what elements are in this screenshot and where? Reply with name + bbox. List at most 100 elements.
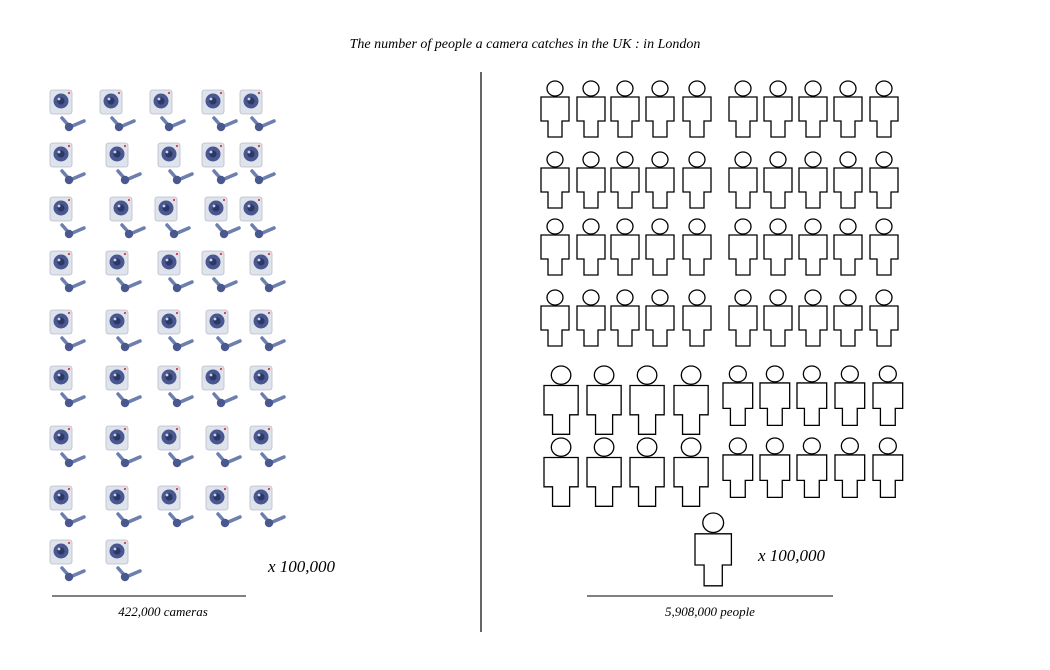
cctv-camera-icon [109, 196, 146, 239]
person-icon [629, 365, 665, 435]
cctv-camera-icon [157, 250, 194, 293]
cctv-camera-icon [157, 365, 194, 408]
cctv-camera-icon [154, 196, 191, 239]
person-icon [540, 218, 570, 276]
cctv-camera-icon [157, 142, 194, 185]
person-icon [682, 289, 712, 347]
cctv-camera-icon [249, 250, 286, 293]
cctv-camera-icon [49, 250, 86, 293]
cctv-camera-icon [149, 89, 186, 132]
person-icon [586, 365, 622, 435]
cctv-camera-icon [49, 89, 86, 132]
person-icon [645, 289, 675, 347]
person-icon [872, 365, 904, 427]
cctv-camera-icon [105, 485, 142, 528]
cctv-camera-icon [49, 539, 86, 582]
person-icon [869, 289, 899, 347]
person-icon [576, 151, 606, 209]
person-icon [610, 80, 640, 138]
person-icon [798, 151, 828, 209]
person-icon [610, 218, 640, 276]
person-icon [722, 437, 754, 499]
person-icon [796, 365, 828, 427]
person-icon [763, 80, 793, 138]
person-icon [645, 151, 675, 209]
cctv-camera-icon [49, 309, 86, 352]
person-icon [645, 218, 675, 276]
person-icon [540, 289, 570, 347]
camera-multiplier-label: x 100,000 [268, 557, 336, 576]
cctv-camera-icon [49, 485, 86, 528]
person-icon [833, 218, 863, 276]
cctv-camera-icon [157, 309, 194, 352]
cctv-camera-icon [204, 196, 241, 239]
person-icon [629, 437, 665, 507]
unit-person-icon [694, 512, 733, 587]
person-icon [834, 365, 866, 427]
cctv-camera-icon [105, 142, 142, 185]
cctv-camera-icon [49, 196, 86, 239]
person-icon [543, 365, 579, 435]
person-icon [869, 151, 899, 209]
person-icon [586, 437, 622, 507]
person-icon [759, 365, 791, 427]
person-icon [833, 289, 863, 347]
person-icon [610, 289, 640, 347]
person-icon [728, 218, 758, 276]
cctv-camera-icon [99, 89, 136, 132]
person-icon [728, 80, 758, 138]
person-icon [540, 151, 570, 209]
person-icon [540, 80, 570, 138]
person-icon [834, 437, 866, 499]
cctv-camera-icon [157, 485, 194, 528]
cctv-camera-icon [105, 309, 142, 352]
person-icon [576, 80, 606, 138]
person-icon [682, 80, 712, 138]
cctv-camera-icon [205, 309, 242, 352]
person-icon [610, 151, 640, 209]
person-icon [576, 289, 606, 347]
cctv-camera-icon [157, 425, 194, 468]
person-icon [833, 151, 863, 209]
cctv-camera-icon [205, 425, 242, 468]
person-icon [576, 218, 606, 276]
person-icon [763, 151, 793, 209]
person-icon [543, 437, 579, 507]
person-icon [798, 218, 828, 276]
cctv-camera-icon [249, 485, 286, 528]
cctv-camera-icon [201, 89, 238, 132]
cctv-camera-icon [49, 425, 86, 468]
cctv-camera-icon [105, 539, 142, 582]
person-icon [682, 151, 712, 209]
person-icon [798, 80, 828, 138]
person-icon [798, 289, 828, 347]
person-icon [763, 218, 793, 276]
camera-icons [49, 89, 286, 582]
cctv-camera-icon [239, 142, 276, 185]
cctv-camera-icon [205, 485, 242, 528]
person-icons [540, 80, 904, 587]
cctv-camera-icon [249, 425, 286, 468]
person-icon [728, 289, 758, 347]
cctv-camera-icon [249, 365, 286, 408]
cctv-camera-icon [201, 250, 238, 293]
person-icon [869, 218, 899, 276]
cctv-camera-icon [49, 365, 86, 408]
person-icon [722, 365, 754, 427]
people-total-caption: 5,908,000 people [665, 604, 755, 619]
people-multiplier-label: x 100,000 [758, 546, 826, 565]
person-icon [673, 365, 709, 435]
cctv-camera-icon [201, 365, 238, 408]
person-icon [759, 437, 791, 499]
cctv-camera-icon [249, 309, 286, 352]
person-icon [682, 218, 712, 276]
cctv-camera-icon [201, 142, 238, 185]
person-icon [872, 437, 904, 499]
person-icon [833, 80, 863, 138]
cctv-camera-icon [239, 196, 276, 239]
person-icon [673, 437, 709, 507]
cctv-camera-icon [105, 365, 142, 408]
person-icon [645, 80, 675, 138]
cctv-camera-icon [49, 142, 86, 185]
